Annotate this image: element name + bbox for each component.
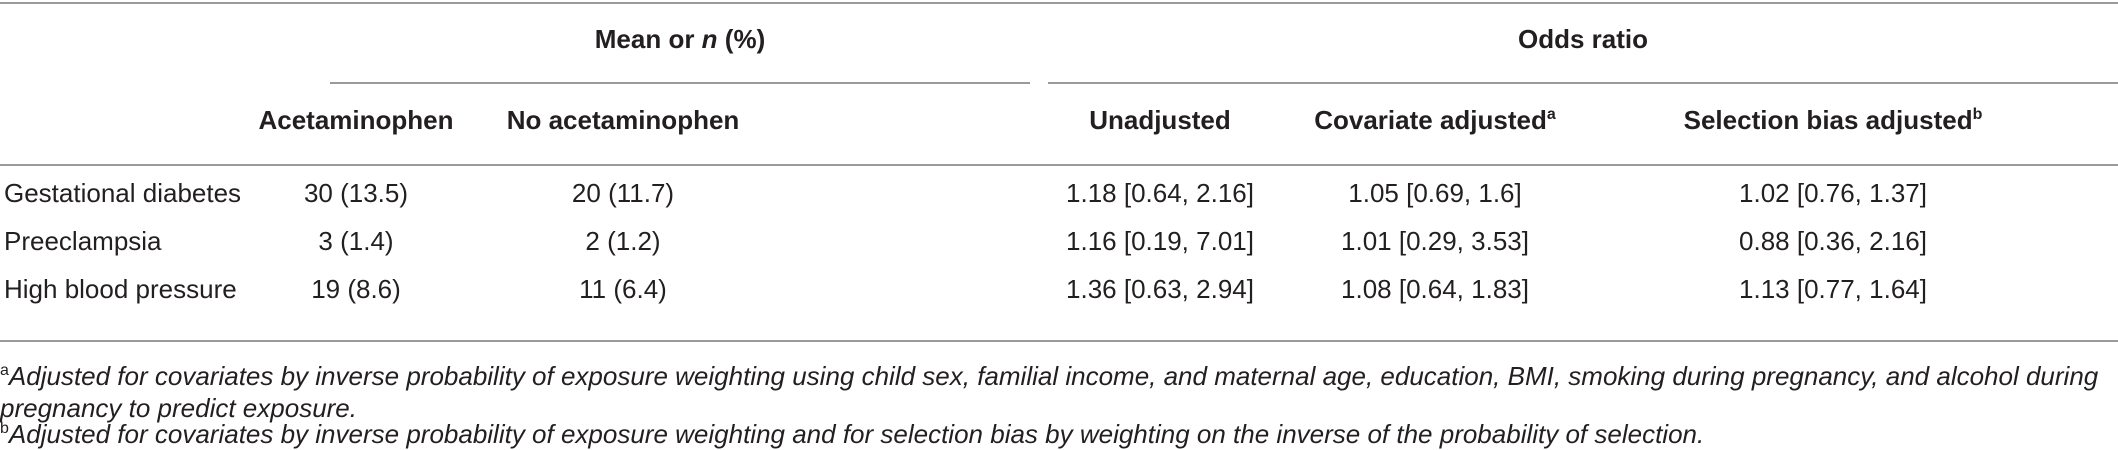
cell-no-acetaminophen: 20 (11.7) — [571, 178, 675, 208]
footnote-text: Adjusted for covariates by inverse proba… — [0, 361, 2099, 423]
cell-covariate-adjusted: 1.05 [0.69, 1.6] — [1348, 178, 1522, 208]
row-label-preeclampsia: Preeclampsia — [4, 226, 162, 256]
cell-no-acetaminophen: 11 (6.4) — [579, 274, 667, 304]
cell-acetaminophen: 3 (1.4) — [318, 226, 394, 256]
cell-acetaminophen: 30 (13.5) — [303, 178, 409, 208]
footnote-a: aAdjusted for covariates by inverse prob… — [0, 360, 2114, 424]
cell-selection-bias-adjusted: 1.13 [0.77, 1.64] — [1739, 274, 1927, 304]
column-header-covariate-adjusted: Covariate adjusteda — [1314, 105, 1556, 135]
table-bottom-rule — [0, 340, 2118, 342]
row-label-gestational-diabetes: Gestational diabetes — [4, 178, 242, 208]
cell-selection-bias-adjusted: 1.02 [0.76, 1.37] — [1739, 178, 1927, 208]
cell-acetaminophen: 19 (8.6) — [311, 274, 401, 304]
cell-unadjusted: 1.16 [0.19, 7.01] — [1066, 226, 1254, 256]
footnote-b: bAdjusted for covariates by inverse prob… — [0, 418, 2114, 450]
cell-unadjusted: 1.36 [0.63, 2.94] — [1066, 274, 1254, 304]
cell-covariate-adjusted: 1.08 [0.64, 1.83] — [1341, 274, 1529, 304]
column-header-selection-bias-adjusted: Selection bias adjustedb — [1683, 105, 1983, 135]
footnote-mark: b — [0, 420, 9, 437]
row-label-high-blood-pressure: High blood pressure — [4, 274, 237, 304]
footnote-text: Adjusted for covariates by inverse proba… — [8, 419, 1705, 449]
column-header-unadjusted: Unadjusted — [1089, 105, 1231, 135]
footnote-mark: a — [0, 362, 9, 379]
column-header-acetaminophen: Acetaminophen — [258, 105, 454, 135]
table-top-rule — [0, 2, 2118, 4]
odds-ratio-group-rule — [1048, 82, 2118, 84]
mean-group-rule — [330, 82, 1030, 84]
cell-no-acetaminophen: 2 (1.2) — [585, 226, 661, 256]
header-bottom-rule — [0, 164, 2118, 166]
cell-selection-bias-adjusted: 0.88 [0.36, 2.16] — [1739, 226, 1927, 256]
cell-covariate-adjusted: 1.01 [0.29, 3.53] — [1341, 226, 1529, 256]
group-header-odds-ratio: Odds ratio — [1517, 24, 1649, 54]
group-header-mean: Mean or n (%) — [594, 24, 766, 54]
cell-unadjusted: 1.18 [0.64, 2.16] — [1066, 178, 1254, 208]
column-header-no-acetaminophen: No acetaminophen — [506, 105, 740, 135]
